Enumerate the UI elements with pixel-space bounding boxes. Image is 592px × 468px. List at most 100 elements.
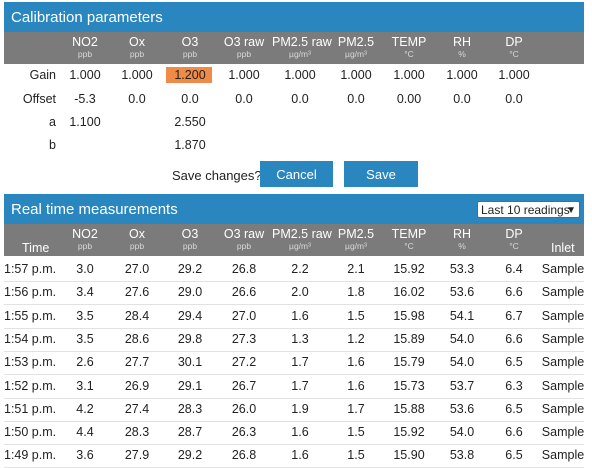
calibration-value-field[interactable]: 1.000 <box>498 68 530 82</box>
measurement-cell: 53.6 <box>449 401 475 416</box>
calibration-value-field[interactable]: 1.000 <box>228 68 260 82</box>
calibration-column-header: O3 ppb <box>162 32 218 59</box>
calibration-row-label: a <box>49 115 56 129</box>
measurement-cell: 16.02 <box>393 285 425 300</box>
measurement-cell: 28.4 <box>124 308 150 323</box>
measurement-cell: 29.4 <box>177 308 203 323</box>
measurement-cell: 53.8 <box>449 448 475 463</box>
inlet-cell: Sample <box>541 448 585 463</box>
calibration-value-field[interactable]: 0.0 <box>291 92 309 106</box>
calibration-row-label: Offset <box>22 92 56 106</box>
measurement-cell: 1.9 <box>291 401 309 416</box>
calibration-value-field[interactable]: 1.870 <box>174 138 206 152</box>
calibration-value-field[interactable]: 0.0 <box>128 92 146 106</box>
calibration-column-header: TEMP °C <box>381 32 437 59</box>
measurement-cell: 29.0 <box>177 285 203 300</box>
calibration-value-field[interactable]: 1.200 <box>174 68 206 82</box>
column-unit: ppb <box>182 49 198 59</box>
column-unit: µg/m³ <box>289 49 311 59</box>
column-name: PM2.5 raw <box>272 35 332 49</box>
measurement-cell: 27.6 <box>124 285 150 300</box>
save-button[interactable]: Save <box>344 161 418 187</box>
column-name: TEMP <box>391 227 427 241</box>
calibration-value-field[interactable]: -5.3 <box>74 92 96 106</box>
measurement-cell: 26.8 <box>231 262 257 276</box>
save-changes-prompt: Save changes? <box>172 168 262 183</box>
measurement-cell: 27.0 <box>124 262 150 276</box>
calibration-value-field[interactable]: 1.000 <box>69 68 101 82</box>
column-unit: % <box>458 49 466 59</box>
time-cell: 1:57 p.m. <box>4 262 57 276</box>
measurement-cell: 6.7 <box>505 308 523 323</box>
table-row: 1:54 p.m. 3.5 28.6 29.8 27.3 1.3 1.2 15.89 54.0 6… <box>4 328 584 352</box>
column-name: TEMP <box>391 35 427 49</box>
measurement-cell: 1.7 <box>347 401 365 416</box>
realtime-column-header: PM2.5 raw µg/m³ <box>272 224 332 251</box>
measurement-cell: 27.4 <box>124 401 150 416</box>
calibration-row-label: b <box>49 138 56 152</box>
measurement-cell: 26.8 <box>231 448 257 463</box>
measurement-cell: 26.6 <box>231 285 257 300</box>
measurement-cell: 1.5 <box>347 425 365 440</box>
measurement-cell: 1.6 <box>291 425 309 440</box>
column-name: NO2 <box>72 227 98 241</box>
measurement-cell: 1.6 <box>347 378 365 393</box>
measurement-cell: 1.6 <box>291 448 309 463</box>
table-row: 1:51 p.m. 4.2 27.4 28.3 26.0 1.9 1.7 15.88 53.6 6… <box>4 398 584 422</box>
column-name: DP <box>505 35 523 49</box>
calibration-panel-header: Calibration parameters <box>4 2 584 32</box>
measurement-cell: 6.5 <box>505 448 523 463</box>
calibration-value-field[interactable]: 0.0 <box>181 92 199 106</box>
measurement-cell: 26.0 <box>231 401 257 416</box>
calibration-value-field[interactable]: 0.0 <box>347 92 365 106</box>
calibration-value-field[interactable]: 1.000 <box>121 68 153 82</box>
calibration-value-field[interactable]: 0.0 <box>235 92 253 106</box>
readings-count-value: Last 10 readings <box>481 203 570 217</box>
readings-count-select[interactable]: Last 10 readings ▼ <box>477 201 580 218</box>
calibration-value-field[interactable]: 2.550 <box>174 115 206 129</box>
measurement-cell: 4.4 <box>76 425 94 440</box>
realtime-column-header: TEMP °C <box>381 224 437 251</box>
measurement-cell: 30.1 <box>177 355 203 370</box>
column-unit: ppb <box>236 241 252 251</box>
column-unit: ppb <box>77 241 93 251</box>
measurement-cell: 4.2 <box>76 401 94 416</box>
column-name: Ox <box>129 35 145 49</box>
measurement-cell: 1.6 <box>347 355 365 370</box>
measurement-cell: 1.5 <box>347 448 365 463</box>
measurement-cell: 15.88 <box>393 401 425 416</box>
calibration-value-field[interactable]: 1.100 <box>69 115 101 129</box>
inlet-cell: Sample <box>541 425 585 440</box>
calibration-value-field[interactable]: 1.000 <box>340 68 372 82</box>
calibration-value-field[interactable]: 1.000 <box>284 68 316 82</box>
column-unit: ppb <box>182 241 198 251</box>
column-name: O3 <box>181 227 199 241</box>
time-cell: 1:50 p.m. <box>4 425 57 440</box>
measurement-cell: 27.3 <box>231 331 257 346</box>
calibration-value-field[interactable]: 1.000 <box>393 68 425 82</box>
table-row: 1:56 p.m. 3.4 27.6 29.0 26.6 2.0 1.8 16.02 53.6 6… <box>4 281 584 306</box>
measurement-cell: 3.5 <box>76 308 94 323</box>
o3-gain-highlight <box>166 67 212 83</box>
table-row: 1:53 p.m. 2.6 27.7 30.1 27.2 1.7 1.6 15.79 54.0 6… <box>4 351 584 376</box>
measurement-cell: 15.79 <box>393 355 425 370</box>
realtime-column-header: RH% <box>434 224 490 251</box>
calibration-value-field[interactable]: 1.000 <box>446 68 478 82</box>
inlet-cell: Sample <box>541 378 585 393</box>
calibration-column-header: PM2.5 µg/m³ <box>328 32 384 59</box>
calibration-value-field[interactable]: 0.0 <box>505 92 523 106</box>
realtime-table-header: Time Inlet NO2 ppb Ox ppb O3 ppb O3 raw ppb PM2.… <box>4 224 584 256</box>
column-name: DP <box>505 227 523 241</box>
column-unit: °C <box>509 49 519 59</box>
time-cell: 1:55 p.m. <box>4 308 57 323</box>
measurement-cell: 28.3 <box>124 425 150 440</box>
measurement-cell: 6.5 <box>505 355 523 370</box>
measurement-cell: 54.1 <box>449 308 475 323</box>
column-unit: µg/m³ <box>345 241 367 251</box>
calibration-value-field[interactable]: 0.0 <box>453 92 471 106</box>
column-unit: % <box>458 241 466 251</box>
table-row: 1:50 p.m. 4.4 28.3 28.7 26.3 1.6 1.5 15.92 54.0 6… <box>4 421 584 446</box>
calibration-value-field[interactable]: 0.00 <box>396 92 422 106</box>
inlet-cell: Sample <box>541 285 585 300</box>
cancel-button[interactable]: Cancel <box>260 161 333 187</box>
